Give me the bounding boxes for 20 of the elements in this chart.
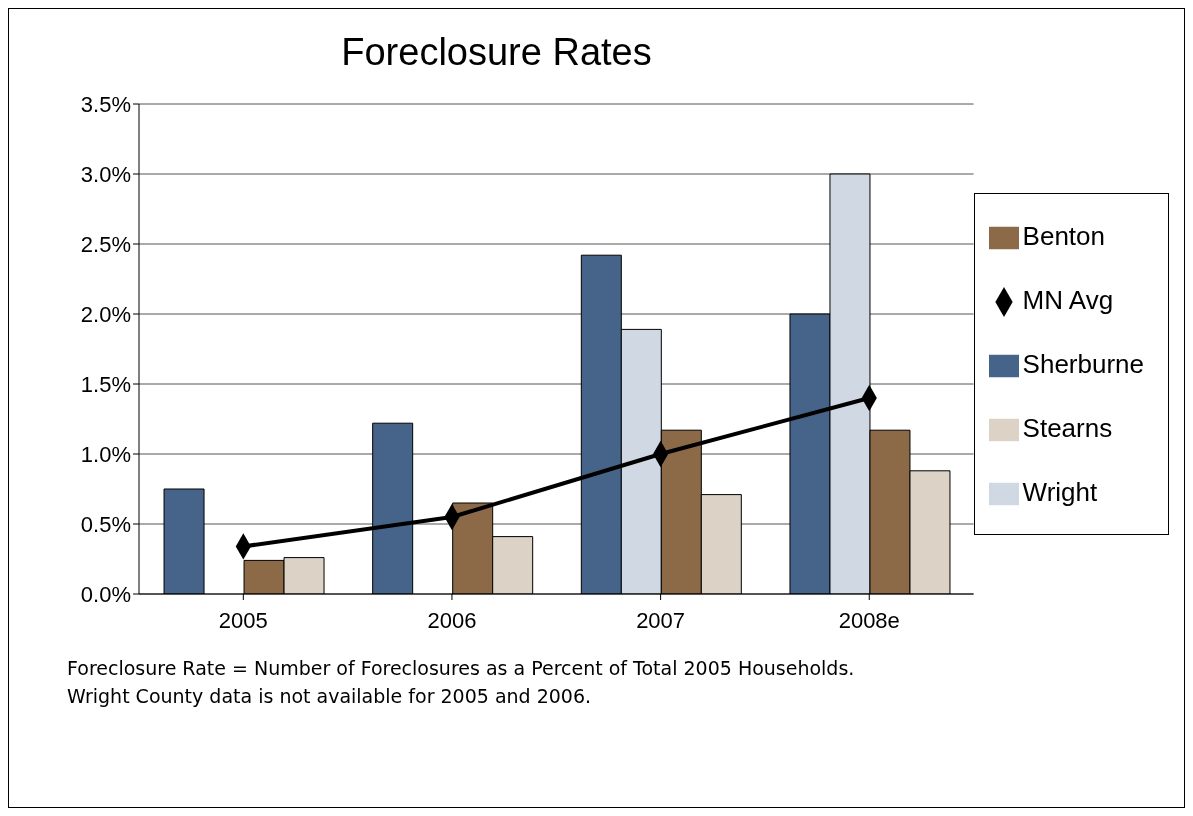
- y-tick-label: 2.0%: [80, 301, 131, 327]
- y-tick-label: 1.0%: [80, 441, 131, 467]
- chart-title: Foreclosure Rates: [340, 31, 653, 74]
- y-tick-label: 3.5%: [80, 91, 131, 117]
- legend-label: Stearns: [1022, 413, 1113, 443]
- text: Wright County data is not available for 2005 and 2006.: [67, 684, 593, 709]
- legend-label: Wright: [1022, 477, 1098, 507]
- text: Foreclosure Rate = Number of Foreclosures as a Percent of Total 2005 Households.: [67, 656, 856, 681]
- legend-label: MN Avg: [1022, 285, 1114, 315]
- legend-label: Sherburne: [1022, 349, 1144, 379]
- x-tick-label: 2007: [636, 607, 686, 633]
- y-tick-label: 0.5%: [80, 511, 131, 537]
- y-tick-label: 3.0%: [80, 161, 131, 187]
- x-tick-label: 2008e: [838, 607, 900, 633]
- y-tick-label: 1.5%: [80, 371, 131, 397]
- x-tick-label: 2005: [218, 607, 268, 633]
- y-tick-label: 0.0%: [80, 581, 131, 607]
- x-tick-label: 2006: [427, 607, 477, 633]
- y-tick-label: 2.5%: [80, 231, 131, 257]
- legend-label: Benton: [1022, 221, 1105, 251]
